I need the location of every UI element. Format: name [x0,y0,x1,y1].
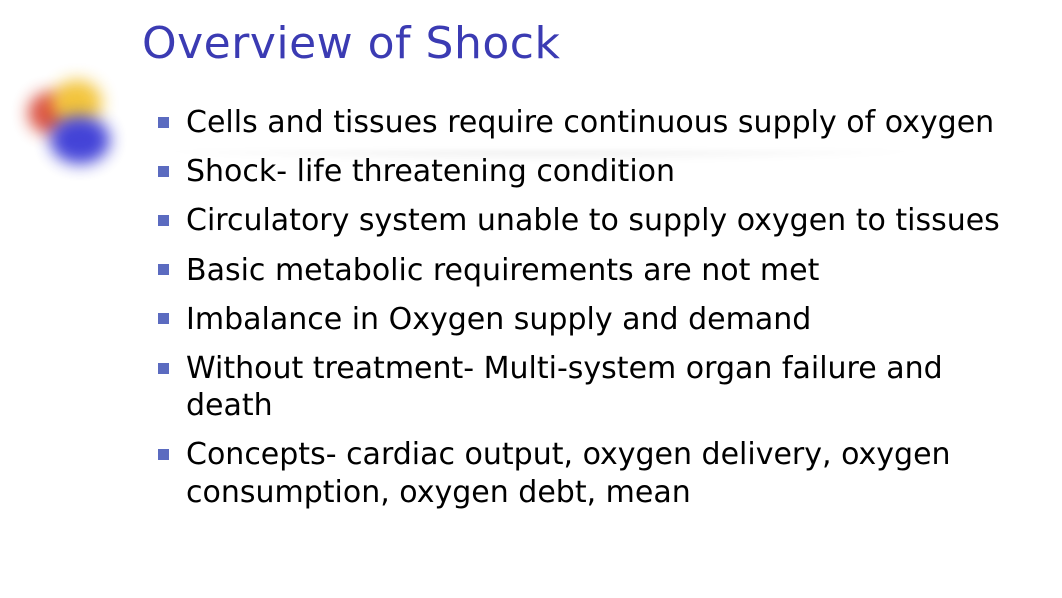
bullet-item: Basic metabolic requirements are not met [158,252,1032,289]
bullet-item: Cells and tissues require continuous sup… [158,104,1032,141]
logo-red-blob [28,92,70,134]
slide-body: Cells and tissues require continuous sup… [158,104,1032,523]
bullet-item: Shock‑ life threatening condition [158,153,1032,190]
decorative-logo [18,78,128,188]
slide-title: Overview of Shock [142,18,560,69]
bullet-item: Imbalance in Oxygen supply and demand [158,301,1032,338]
bullet-item: Without treatment‑ Multi-system organ fa… [158,350,1032,424]
slide: Overview of Shock Cells and tissues requ… [0,0,1062,598]
bullet-item: Concepts‑ cardiac output, oxygen deliver… [158,436,1032,510]
logo-blue-blob [50,116,110,164]
bullet-item: Circulatory system unable to supply oxyg… [158,202,1032,239]
bullet-list: Cells and tissues require continuous sup… [158,104,1032,511]
logo-yellow-blob [52,80,102,126]
